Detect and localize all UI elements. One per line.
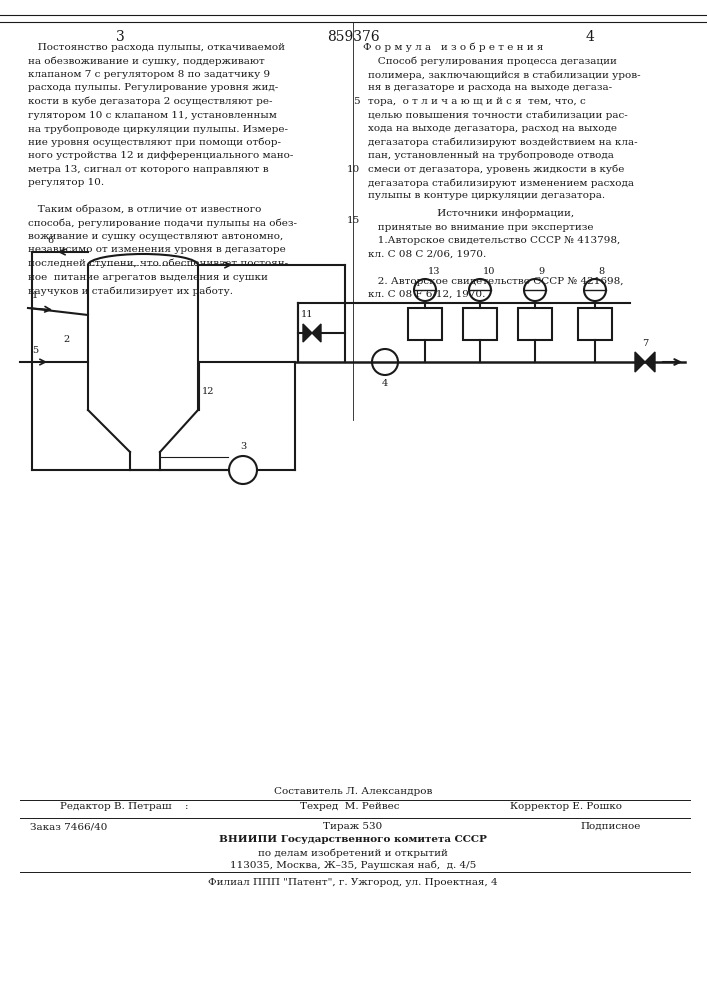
Text: Тираж 530: Тираж 530 [323, 822, 382, 831]
Text: 6: 6 [47, 236, 53, 245]
Text: 5: 5 [32, 346, 38, 355]
Text: :: : [185, 802, 189, 811]
Text: Корректор Е. Рошко: Корректор Е. Рошко [510, 802, 622, 811]
Polygon shape [312, 324, 321, 342]
Text: Ф о р м у л а   и з о б р е т е н и я: Ф о р м у л а и з о б р е т е н и я [363, 43, 543, 52]
Text: 1: 1 [32, 291, 38, 300]
Text: принятые во внимание при экспертизе: принятые во внимание при экспертизе [368, 223, 593, 232]
Text: Постоянство расхода пулыпы, откачиваемой: Постоянство расхода пулыпы, откачиваемой [28, 43, 285, 52]
Text: 859376: 859376 [327, 30, 380, 44]
Text: Таким образом, в отличие от известного: Таким образом, в отличие от известного [28, 205, 262, 215]
Text: каучуков и стабилизирует их работу.: каучуков и стабилизирует их работу. [28, 286, 233, 296]
Text: способа, регулирование подачи пулыпы на обез-: способа, регулирование подачи пулыпы на … [28, 219, 297, 228]
Text: кл. С 08 С 2/06, 1970.: кл. С 08 С 2/06, 1970. [368, 249, 486, 258]
Polygon shape [303, 324, 312, 342]
Text: 1.Авторское свидетельство СССР № 413798,: 1.Авторское свидетельство СССР № 413798, [368, 236, 620, 245]
Polygon shape [635, 352, 645, 372]
Text: по делам изобретений и открытий: по делам изобретений и открытий [258, 848, 448, 857]
Text: полимера, заключающийся в стабилизации уров-: полимера, заключающийся в стабилизации у… [368, 70, 641, 80]
Text: на обезвоживание и сушку, поддерживают: на обезвоживание и сушку, поддерживают [28, 56, 264, 66]
Text: пан, установленный на трубопроводе отвода: пан, установленный на трубопроводе отвод… [368, 151, 614, 160]
Text: дегазатора стабилизируют изменением расхода: дегазатора стабилизируют изменением расх… [368, 178, 634, 188]
Text: 12: 12 [202, 387, 214, 396]
Text: Заказ 7466/40: Заказ 7466/40 [30, 822, 107, 831]
Text: хода на выходе дегазатора, расход на выходе: хода на выходе дегазатора, расход на вых… [368, 124, 617, 133]
Text: гулятором 10 с клапаном 11, установленным: гулятором 10 с клапаном 11, установленны… [28, 110, 277, 119]
Text: 3: 3 [116, 30, 124, 44]
Text: независимо от изменения уровня в дегазаторе: независимо от изменения уровня в дегазат… [28, 245, 286, 254]
Text: ние уровня осуществляют при помощи отбор-: ние уровня осуществляют при помощи отбор… [28, 137, 281, 147]
Text: 10: 10 [346, 164, 360, 174]
Text: тора,  о т л и ч а ю щ и й с я  тем, что, с: тора, о т л и ч а ю щ и й с я тем, что, … [368, 97, 586, 106]
Polygon shape [645, 352, 655, 372]
Text: 5: 5 [354, 97, 360, 106]
Text: на трубопроводе циркуляции пулыпы. Измере-: на трубопроводе циркуляции пулыпы. Измер… [28, 124, 288, 133]
Text: Подписное: Подписное [580, 822, 641, 831]
Text: последней ступени, что обеспечивает постоян-: последней ступени, что обеспечивает пост… [28, 259, 288, 268]
Text: 2: 2 [63, 336, 69, 344]
Text: 15: 15 [346, 216, 360, 225]
Text: ня в дегазаторе и расхода на выходе дегаза-: ня в дегазаторе и расхода на выходе дега… [368, 84, 612, 93]
Text: расхода пулыпы. Регулирование уровня жид-: расхода пулыпы. Регулирование уровня жид… [28, 84, 279, 93]
Text: Техред  М. Рейвес: Техред М. Рейвес [300, 802, 399, 811]
Text: 2. Авторское свидетельство СССР № 421698,: 2. Авторское свидетельство СССР № 421698… [368, 276, 624, 286]
Bar [518, 308, 552, 340]
Text: 113035, Москва, Ж–35, Раушская наб,  д. 4/5: 113035, Москва, Ж–35, Раушская наб, д. 4… [230, 861, 476, 870]
Text: кл. С 08 F 6/12, 1970.: кл. С 08 F 6/12, 1970. [368, 290, 486, 299]
Text: воживание и сушку осуществляют автономно,: воживание и сушку осуществляют автономно… [28, 232, 284, 241]
Text: Источники информации,: Источники информации, [408, 209, 574, 218]
Text: 4: 4 [382, 379, 388, 388]
Text: целью повышения точности стабилизации рас-: целью повышения точности стабилизации ра… [368, 110, 628, 120]
Text: ВНИИПИ Государственного комитета СССР: ВНИИПИ Государственного комитета СССР [219, 835, 487, 844]
Text: Редактор В. Петраш: Редактор В. Петраш [60, 802, 172, 811]
Bar [463, 308, 497, 340]
Text: Способ регулирования процесса дегазации: Способ регулирования процесса дегазации [368, 56, 617, 66]
Text: смеси от дегазатора, уровень жидкости в кубе: смеси от дегазатора, уровень жидкости в … [368, 164, 624, 174]
Text: дегазатора стабилизируют воздействием на кла-: дегазатора стабилизируют воздействием на… [368, 137, 638, 147]
Text: 10: 10 [483, 267, 496, 276]
Text: Филиал ППП "Патент", г. Ужгород, ул. Проектная, 4: Филиал ППП "Патент", г. Ужгород, ул. Про… [208, 878, 498, 887]
Text: 11: 11 [300, 310, 313, 319]
Text: пулыпы в контуре циркуляции дегазатора.: пулыпы в контуре циркуляции дегазатора. [368, 192, 605, 200]
Text: ного устройства 12 и дифференциального мано-: ного устройства 12 и дифференциального м… [28, 151, 293, 160]
Text: 4: 4 [585, 30, 595, 44]
Text: ное  питание агрегатов выделения и сушки: ное питание агрегатов выделения и сушки [28, 272, 268, 282]
Text: клапаном 7 с регулятором 8 по задатчику 9: клапаном 7 с регулятором 8 по задатчику … [28, 70, 270, 79]
Text: 3: 3 [240, 442, 246, 451]
Text: метра 13, сигнал от которого направляют в: метра 13, сигнал от которого направляют … [28, 164, 269, 174]
Text: 7: 7 [642, 339, 648, 348]
Text: 8: 8 [598, 267, 604, 276]
Text: Составитель Л. Александров: Составитель Л. Александров [274, 787, 432, 796]
Text: кости в кубе дегазатора 2 осуществляют ре-: кости в кубе дегазатора 2 осуществляют р… [28, 97, 272, 106]
Text: 13: 13 [428, 267, 440, 276]
Bar [408, 308, 442, 340]
Text: 9: 9 [538, 267, 544, 276]
Bar [578, 308, 612, 340]
Text: регулятор 10.: регулятор 10. [28, 178, 104, 187]
